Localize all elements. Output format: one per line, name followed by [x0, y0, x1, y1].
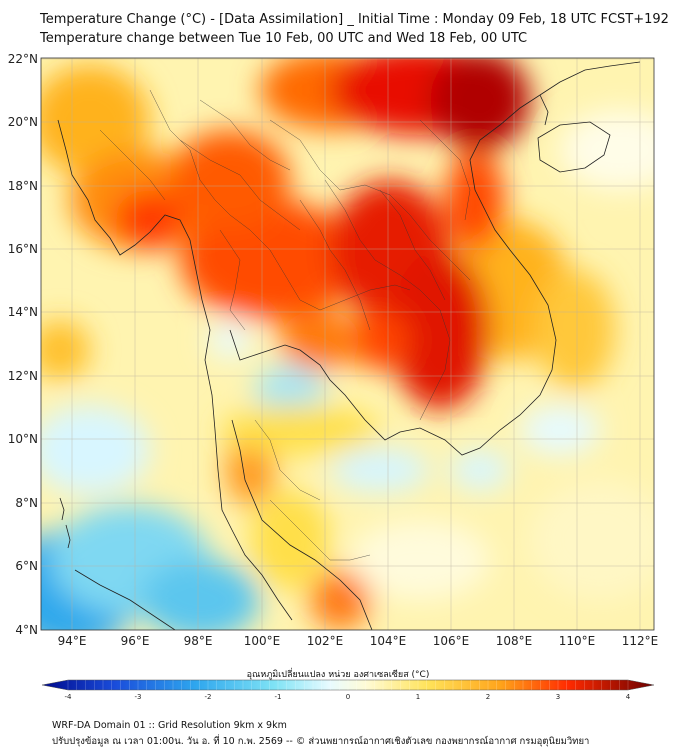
- lat-tick: 4°N: [15, 623, 38, 637]
- footer-model-info: WRF-DA Domain 01 :: Grid Resolution 9km …: [52, 720, 287, 731]
- lon-tick: 94°E: [58, 634, 87, 648]
- map-subtitle: Temperature change between Tue 10 Feb, 0…: [40, 31, 528, 46]
- map-title: Temperature Change (°C) - [Data Assimila…: [40, 12, 669, 27]
- lat-tick: 12°N: [8, 369, 38, 383]
- longitude-axis: 94°E 96°E 98°E 100°E 102°E 104°E 106°E 1…: [58, 634, 659, 648]
- lon-tick: 106°E: [433, 634, 470, 648]
- lon-tick: 96°E: [121, 634, 150, 648]
- lon-tick: 110°E: [559, 634, 596, 648]
- lat-tick: 8°N: [15, 496, 38, 510]
- lon-tick: 102°E: [307, 634, 344, 648]
- colorbar-bar: [41, 679, 655, 691]
- map-frame: [40, 57, 655, 631]
- borders: [99, 89, 471, 561]
- lat-tick: 16°N: [8, 242, 38, 256]
- lon-tick: 100°E: [244, 634, 281, 648]
- latitude-axis: 22°N 20°N 18°N 16°N 14°N 12°N 10°N 8°N 6…: [8, 52, 38, 637]
- temperature-field: [41, 58, 654, 630]
- colorbar-tick-label: 2: [486, 693, 490, 701]
- lon-tick: 104°E: [370, 634, 407, 648]
- colorbar-label: อุณหภูมิเปลี่ยนแปลง หน่วย องศาเซลเซียส (…: [246, 670, 430, 680]
- lon-tick: 108°E: [496, 634, 533, 648]
- graticule: [41, 58, 654, 630]
- coastlines: [57, 61, 641, 630]
- lon-tick: 98°E: [184, 634, 213, 648]
- lat-tick: 6°N: [15, 559, 38, 573]
- lat-tick: 14°N: [8, 305, 38, 319]
- lat-tick: 18°N: [8, 179, 38, 193]
- colorbar-tick-label: -1: [275, 693, 282, 701]
- lon-tick: 112°E: [622, 634, 659, 648]
- lat-tick: 22°N: [8, 52, 38, 66]
- colorbar-tick-label: -3: [135, 693, 142, 701]
- colorbar-tick-label: 4: [626, 693, 631, 701]
- colorbar-tick-label: -4: [65, 693, 73, 701]
- colorbar-tick-label: 0: [346, 693, 350, 701]
- lat-tick: 10°N: [8, 432, 38, 446]
- colorbar-tick-label: -2: [205, 693, 212, 701]
- lat-tick: 20°N: [8, 115, 38, 129]
- footer-update-info: ปรับปรุงข้อมูล ณ เวลา 01:00น. วัน อ. ที่…: [52, 736, 590, 747]
- colorbar-ticks: -4 -3 -2 -1 0 1 2 3 4: [65, 680, 631, 701]
- colorbar-tick-label: 1: [416, 693, 420, 701]
- colorbar: -4 -3 -2 -1 0 1 2 3 4: [41, 679, 655, 701]
- colorbar-tick-label: 3: [556, 693, 560, 701]
